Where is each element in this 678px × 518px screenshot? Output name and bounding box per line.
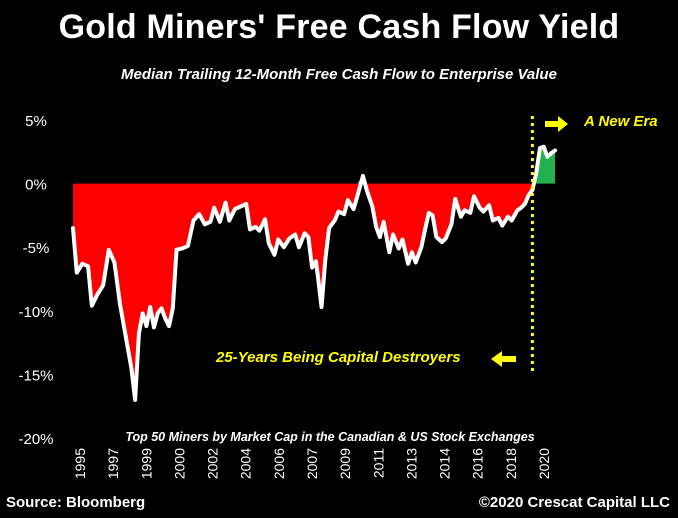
area-layer	[71, 116, 557, 402]
x-tick-label: 2018	[503, 448, 519, 479]
x-tick-label: 2013	[403, 448, 419, 479]
x-tick-label: 2011	[370, 448, 386, 478]
x-tick-label: 2016	[470, 448, 486, 479]
x-tick-label: 2007	[304, 448, 320, 479]
x-tick-label: 2020	[536, 448, 552, 479]
x-tick-label: 2000	[171, 448, 187, 479]
new-era-annotation: A New Era	[583, 113, 658, 130]
x-tick-label: 1995	[72, 448, 88, 479]
source-label: Source: Bloomberg	[6, 494, 146, 511]
left-arrow-icon	[491, 351, 516, 367]
x-tick-label: 2004	[238, 448, 254, 479]
annotation-layer: A New Era 25-Years Being Capital Destroy…	[125, 113, 657, 444]
x-tick-label: 2009	[337, 448, 353, 479]
positive-area	[73, 146, 555, 184]
capital-destroyers-annotation: 25-Years Being Capital Destroyers	[215, 349, 461, 366]
copyright-label: ©2020 Crescat Capital LLC	[478, 494, 670, 511]
x-tick-label: 2014	[437, 448, 453, 479]
chart-subtitle: Median Trailing 12-Month Free Cash Flow …	[121, 66, 557, 83]
y-tick-label: -5%	[23, 240, 50, 257]
sample-note: Top 50 Miners by Market Cap in the Canad…	[125, 430, 534, 444]
x-tick-label: 2002	[205, 448, 221, 479]
x-tick-label: 1999	[138, 448, 154, 479]
chart-title: Gold Miners' Free Cash Flow Yield	[58, 8, 620, 46]
y-tick-label: 0%	[25, 177, 47, 194]
y-tick-label: -20%	[18, 431, 53, 448]
y-tick-label: 5%	[25, 113, 47, 130]
right-arrow-icon	[545, 116, 568, 132]
x-tick-label: 2006	[271, 448, 287, 479]
y-tick-label: -15%	[18, 367, 53, 384]
negative-area	[73, 183, 555, 400]
series-line	[71, 144, 557, 402]
axis-layer: 5% 0% -5% -10% -15% -20% 1995 1997 1999 2000 2002 2…	[18, 113, 552, 479]
x-tick-label: 1997	[105, 448, 121, 479]
y-tick-label: -10%	[18, 304, 53, 321]
